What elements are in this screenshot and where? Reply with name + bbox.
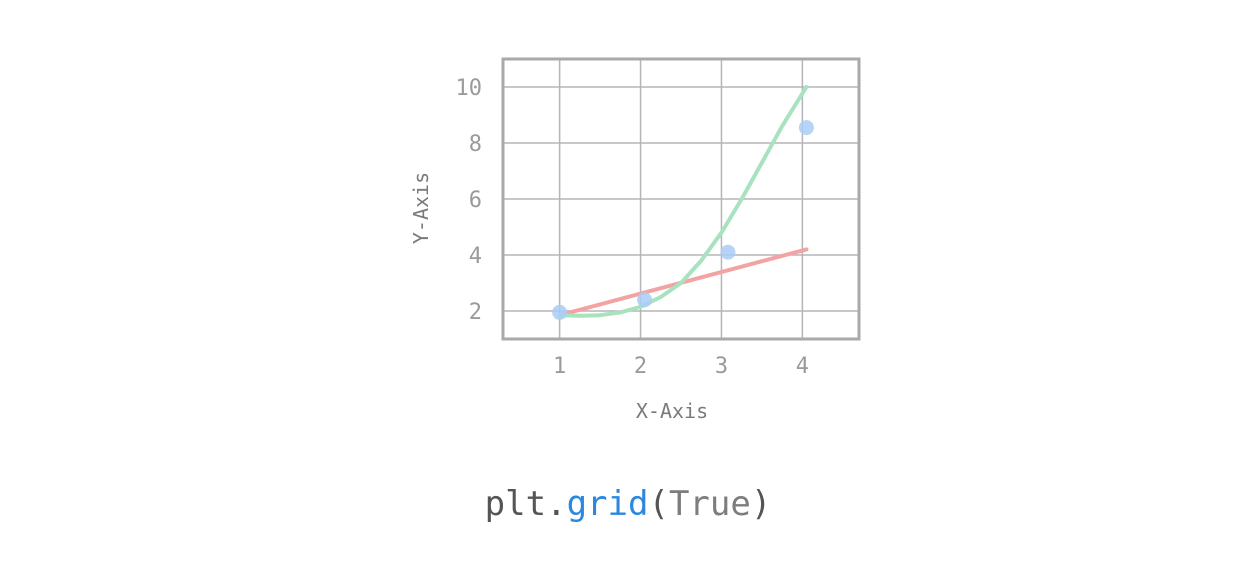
scatter-point-0 <box>552 304 568 320</box>
code-close-paren: ) <box>750 484 772 524</box>
scatter-points <box>552 120 814 320</box>
x-tick-labels: 1 2 3 4 <box>553 354 809 379</box>
y-tick-label-0: 2 <box>469 300 482 325</box>
x-axis-label: X-Axis <box>636 399 708 423</box>
grid-lines <box>503 59 859 339</box>
x-tick-label-1: 2 <box>634 354 647 379</box>
fit-lines <box>557 85 809 318</box>
chart: 1 2 3 4 2 4 6 8 10 X-Axis Y-Axis <box>409 57 861 423</box>
x-tick-label-0: 1 <box>553 354 566 379</box>
y-tick-label-3: 8 <box>469 132 482 157</box>
y-axis-label: Y-Axis <box>409 172 433 244</box>
code-prefix: plt. <box>484 484 567 524</box>
scatter-point-2 <box>720 244 736 260</box>
y-tick-label-1: 4 <box>469 244 482 269</box>
code-function: grid <box>566 484 649 524</box>
y-tick-labels: 2 4 6 8 10 <box>456 76 483 325</box>
curve-fit-line <box>557 85 809 318</box>
code-open-paren: ( <box>648 484 669 524</box>
x-tick-label-3: 4 <box>796 354 809 379</box>
y-tick-label-4: 10 <box>456 76 483 101</box>
code-snippet: plt.grid(True) <box>0 484 1256 524</box>
y-tick-label-2: 6 <box>469 188 482 213</box>
code-argument: True <box>668 484 751 524</box>
scatter-point-1 <box>637 292 653 308</box>
scatter-point-3 <box>798 120 814 136</box>
x-tick-label-2: 3 <box>715 354 728 379</box>
plot-frame <box>501 57 861 341</box>
